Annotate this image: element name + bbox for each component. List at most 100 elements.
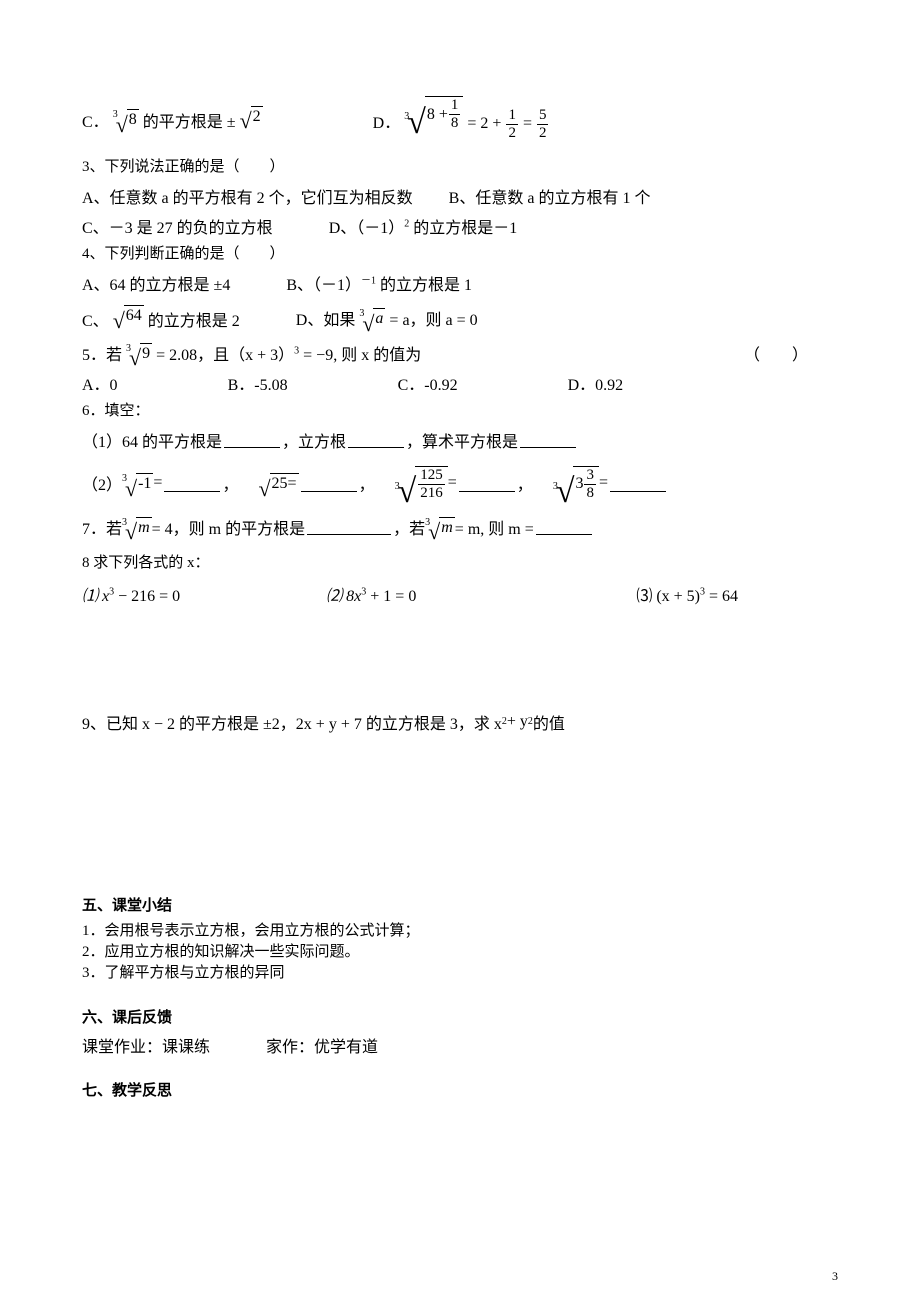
blank [520, 431, 576, 448]
a: ⑴ x [82, 588, 109, 605]
b: − 216 = 0 [114, 588, 180, 605]
q8-e1: ⑴ x3 − 216 = 0 [82, 582, 180, 606]
blank [459, 475, 515, 492]
q5-b: B．-5.08 [228, 371, 288, 395]
q4-ab: A、64 的立方根是 ±4 B、（－1）－1 的立方根是 1 [82, 271, 838, 295]
q5-a: A．0 [82, 371, 118, 395]
q5-d: D．0.92 [568, 371, 624, 395]
root-body: 9 [140, 343, 152, 363]
numerator: 1 [449, 98, 461, 114]
page: C． 3 √ 8 的平方根是 ± √ 2 D． 3 √ 8 + 1 [0, 0, 920, 1302]
pre: 7．若 [82, 515, 122, 539]
q2-cd-row: C． 3 √ 8 的平方根是 ± √ 2 D． 3 √ 8 + 1 [82, 96, 838, 141]
eq: = 2 + [467, 115, 501, 132]
q5-c: C．-0.92 [398, 371, 458, 395]
comma: ， [517, 471, 533, 495]
blank [536, 518, 592, 535]
q8-e3: ⑶ (x + 5)3 = 64 [636, 582, 738, 606]
q2-c-mid: 的平方根是 ± [143, 113, 236, 130]
q5-opts: A．0 B．-5.08 C．-0.92 D．0.92 [82, 371, 838, 395]
q4-b: B、（－1）－1 的立方根是 1 [286, 271, 472, 295]
radical-icon: √ [240, 114, 252, 127]
v: 25 [272, 475, 288, 493]
cube-root-a: 3 √ a [359, 308, 385, 328]
section5-title: 五、课堂小结 [82, 894, 838, 915]
fraction: 3 8 [583, 468, 597, 501]
q4-cd: C、 √ 64 的立方根是 2 D、如果 3 √ a = a，则 a = 0 [82, 305, 838, 331]
b: = 64 [705, 588, 738, 605]
q2-c-pre: C． [82, 113, 109, 130]
q3-a: A、任意数 a 的平方根有 2 个，它们互为相反数 [82, 184, 413, 208]
pre: C、 [82, 313, 109, 330]
eq: = [599, 474, 608, 492]
pre: B、（－1） [286, 277, 361, 294]
q4-stem: 4、下列判断正确的是（ ） [82, 244, 838, 265]
mid1: = 2.08，且（x + 3） [156, 347, 294, 364]
cube-root-125-216: 3 √ 125 216 [395, 466, 448, 501]
cube-root-frac: 3 √ 8 + 1 8 [404, 96, 463, 131]
radical-icon: √ [398, 482, 417, 502]
cube-root-neg1: 3 √ -1 [122, 473, 153, 493]
blank [301, 475, 357, 492]
root-body: m [439, 517, 455, 537]
q5-left: 5．若 3 √ 9 = 2.08，且（x + 3）3 = −9, 则 x 的值为 [82, 341, 421, 365]
radical-icon: √ [113, 314, 125, 327]
denominator: 2 [537, 124, 549, 141]
eq: = [288, 475, 297, 493]
pre: D、（－1） [329, 220, 405, 237]
cube-root-mixed: 3 √ 3 3 8 [553, 466, 599, 501]
blank [610, 475, 666, 492]
root-body: 3 3 8 [573, 466, 599, 501]
cube-root-9: 3 √ 9 [126, 343, 152, 363]
blank [348, 431, 404, 448]
mid2: ，若 [393, 515, 425, 539]
a: ⑵ 8x [326, 588, 361, 605]
q5-stem: 5．若 3 √ 9 = 2.08，且（x + 3）3 = −9, 则 x 的值为… [82, 341, 838, 365]
radical-icon: √ [556, 482, 575, 502]
numerator: 5 [537, 108, 549, 124]
lead: 3 [575, 475, 583, 493]
mid: + y [507, 713, 528, 731]
post: 的值 [533, 710, 565, 734]
post: 的立方根是 2 [148, 313, 240, 330]
sup: －1 [361, 276, 376, 287]
post: 的立方根是 1 [376, 277, 472, 294]
mid: = a，则 a = 0 [389, 312, 477, 329]
fraction: 1 8 [448, 98, 462, 131]
denominator: 8 [449, 114, 461, 131]
section7-title: 七、教学反思 [82, 1079, 838, 1100]
sqrt-25: √ 25 = [258, 473, 298, 493]
denominator: 8 [584, 484, 596, 501]
b: 家作：优学有道 [266, 1033, 378, 1057]
radical-icon: √ [428, 525, 440, 538]
t: ，立方根 [282, 428, 346, 452]
q6-line1: （1）64 的平方根是 ，立方根 ，算术平方根是 [82, 428, 838, 452]
a: 课堂作业：课课练 [82, 1033, 210, 1057]
q2-d: D． 3 √ 8 + 1 8 = 2 + 1 2 = 5 [373, 96, 550, 141]
b: + 1 = 0 [366, 588, 416, 605]
radical-icon: √ [125, 525, 137, 538]
s5-l1: 1．会用根号表示立方根，会用立方根的公式计算； [82, 921, 838, 942]
denominator: 2 [506, 124, 518, 141]
post: = m, 则 m = [455, 515, 534, 539]
q9: 9、已知 x − 2 的平方根是 ±2，2x + y + 7 的立方根是 3，求… [82, 710, 838, 734]
root-body: -1 [136, 473, 153, 493]
q3-c: C、－3 是 27 的负的立方根 [82, 214, 273, 238]
root-body: 64 [124, 305, 144, 325]
root-body: 125 216 [415, 466, 448, 501]
q3-ab: A、任意数 a 的平方根有 2 个，它们互为相反数 B、任意数 a 的立方根有 … [82, 184, 838, 208]
page-number: 3 [832, 1269, 838, 1284]
fraction: 5 2 [536, 108, 550, 141]
fraction: 125 216 [417, 468, 446, 501]
comma: ， [222, 471, 238, 495]
q3-b: B、任意数 a 的立方根有 1 个 [449, 184, 651, 208]
radical-icon: √ [362, 317, 374, 330]
t: ，算术平方根是 [406, 428, 518, 452]
pre: 5．若 [82, 347, 122, 364]
q2-d-pre: D． [373, 115, 401, 132]
radical-icon: √ [116, 118, 128, 131]
cube-root-8: 3 √ 8 [113, 109, 139, 129]
q5-paren: （ ） [744, 341, 808, 365]
s6-line: 课堂作业：课课练 家作：优学有道 [82, 1033, 838, 1057]
q4-c: C、 √ 64 的立方根是 2 [82, 305, 240, 331]
